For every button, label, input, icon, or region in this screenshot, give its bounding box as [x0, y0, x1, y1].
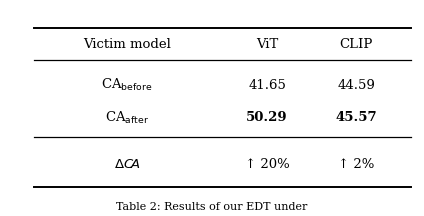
Text: 41.65: 41.65: [248, 79, 286, 92]
Text: CA$_\mathrm{before}$: CA$_\mathrm{before}$: [101, 77, 153, 93]
Text: ↑ 2%: ↑ 2%: [338, 158, 374, 171]
Text: CA$_\mathrm{after}$: CA$_\mathrm{after}$: [105, 110, 149, 126]
Text: CLIP: CLIP: [340, 38, 373, 51]
Text: Victim model: Victim model: [83, 38, 171, 51]
Text: $\Delta C\!A$: $\Delta C\!A$: [114, 158, 140, 171]
Text: ↑ 20%: ↑ 20%: [245, 158, 290, 171]
Text: Table 2: Results of our EDT under: Table 2: Results of our EDT under: [116, 202, 308, 212]
Text: ViT: ViT: [256, 38, 278, 51]
Text: 44.59: 44.59: [337, 79, 375, 92]
Text: 45.57: 45.57: [335, 111, 377, 124]
Text: 50.29: 50.29: [246, 111, 288, 124]
